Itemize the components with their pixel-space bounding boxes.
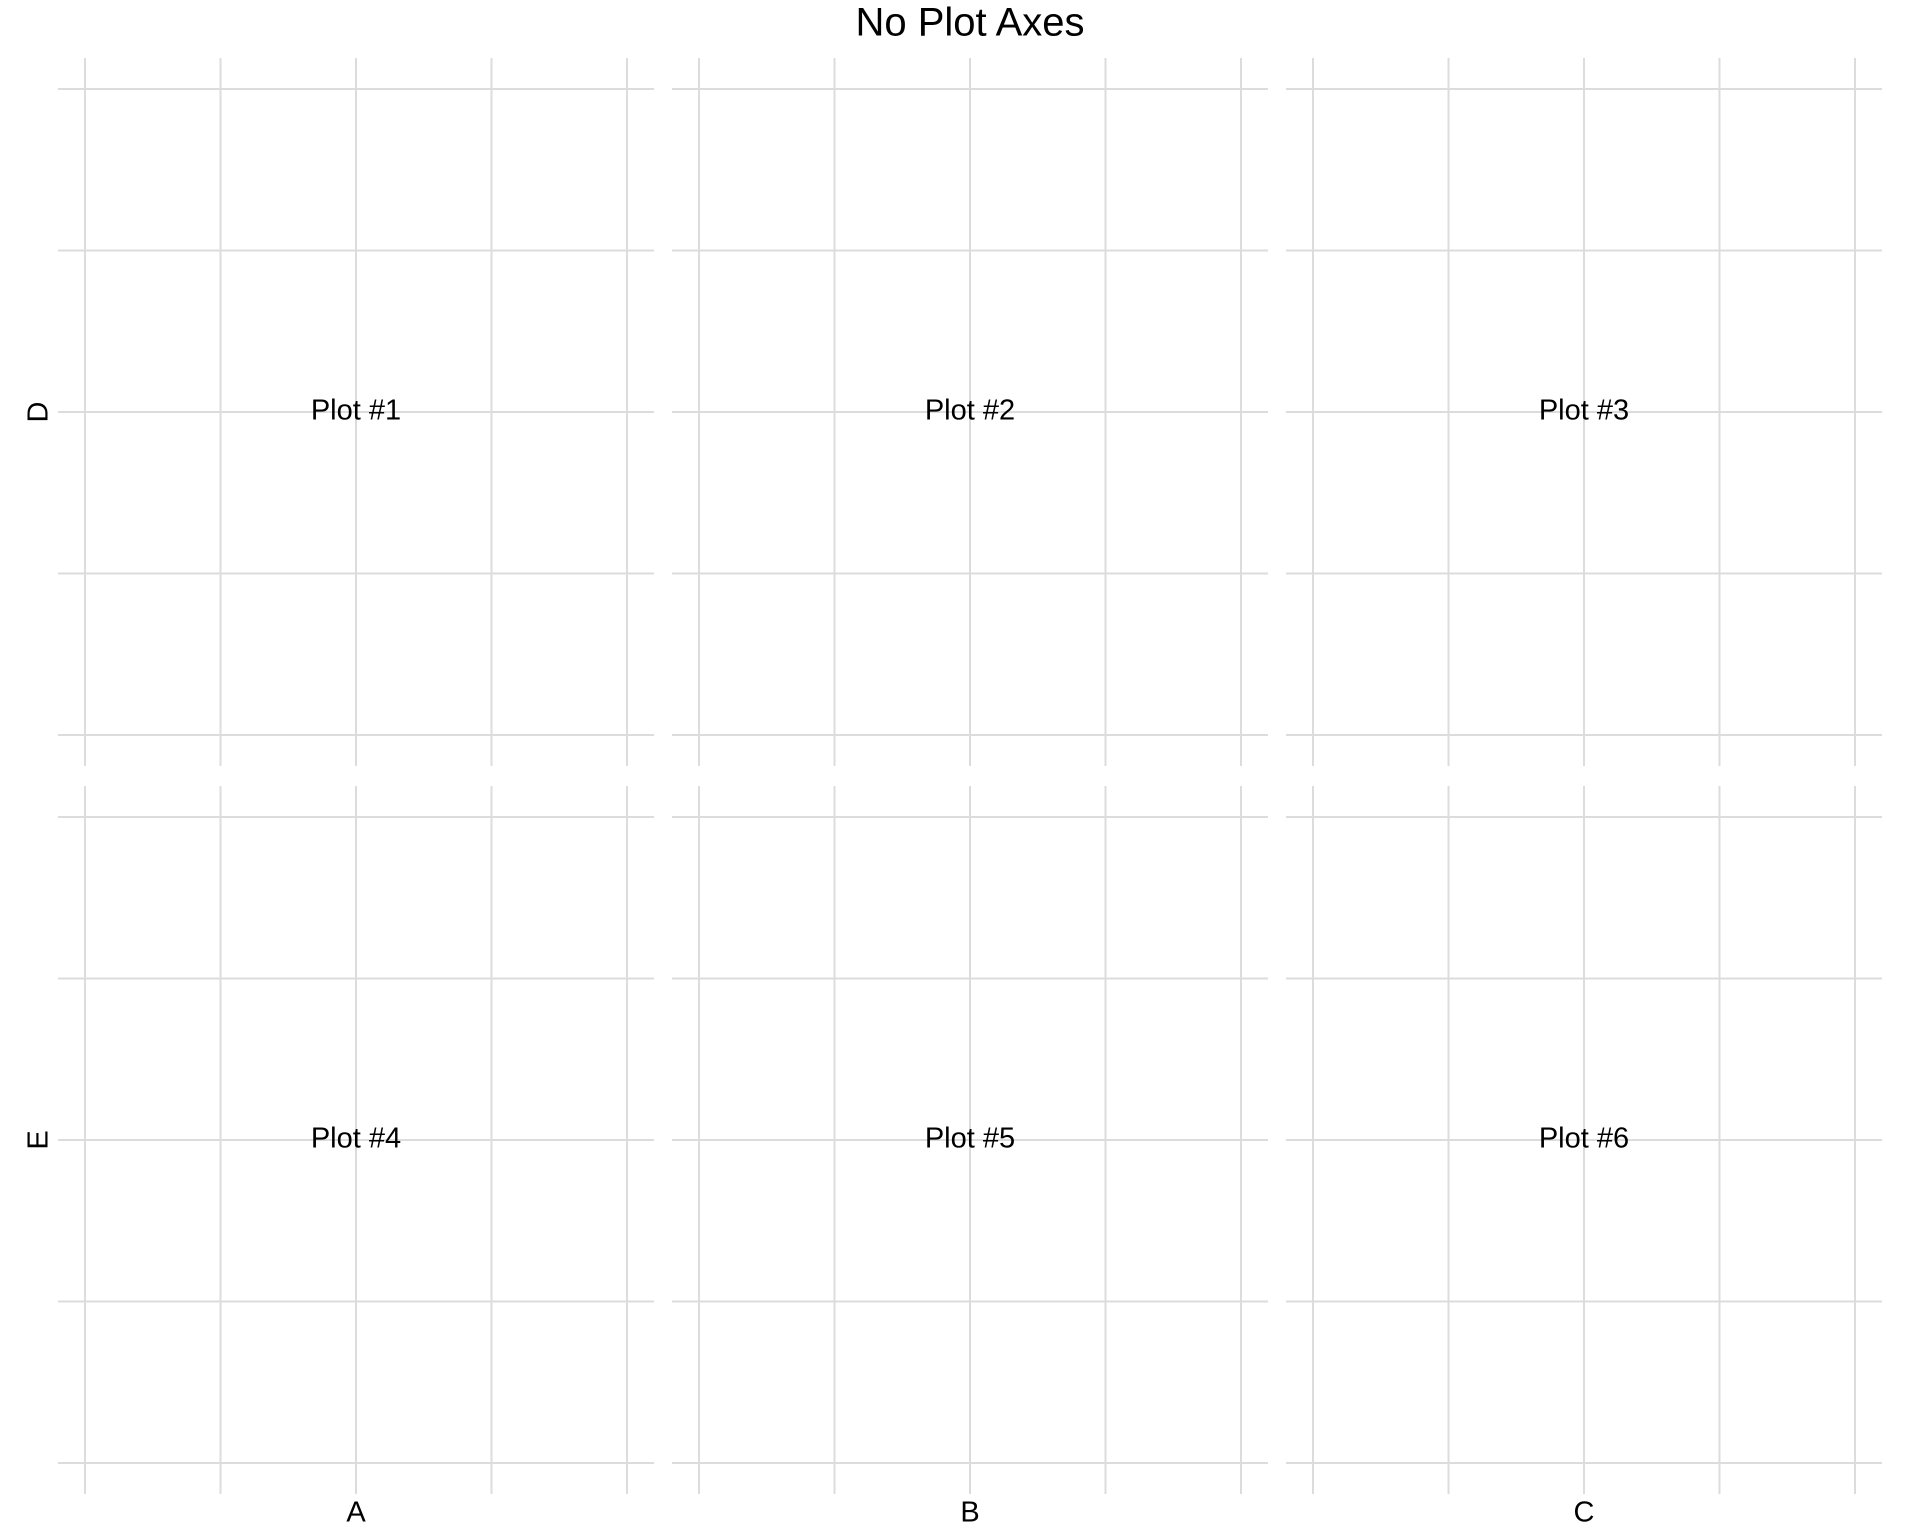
row-labels-group: DE	[23, 402, 55, 1150]
column-label-a: A	[346, 1497, 366, 1529]
panels-group: Plot #1 Plot #2 Plot #3 Plot #4 Plot #5 Plot …	[58, 58, 1882, 1494]
panel-3: Plot #3	[1286, 58, 1882, 766]
panel-2: Plot #2	[672, 58, 1268, 766]
row-label-e: E	[23, 1130, 55, 1149]
column-labels-group: A B C	[346, 1497, 1594, 1529]
row-label-d: D	[23, 402, 55, 423]
panel-6: Plot #6	[1286, 786, 1882, 1494]
panel-1-label: Plot #1	[311, 395, 401, 427]
panel-2-label: Plot #2	[925, 395, 1015, 427]
panel-3-label: Plot #3	[1539, 395, 1629, 427]
panel-1: Plot #1	[58, 58, 654, 766]
column-label-b: B	[960, 1497, 979, 1529]
panel-5: Plot #5	[672, 786, 1268, 1494]
column-label-c: C	[1574, 1497, 1595, 1529]
panel-4: Plot #4	[58, 786, 654, 1494]
figure-title: No Plot Axes	[855, 1, 1084, 45]
panel-4-label: Plot #4	[311, 1123, 401, 1155]
panel-6-label: Plot #6	[1539, 1123, 1629, 1155]
panel-5-label: Plot #5	[925, 1123, 1015, 1155]
